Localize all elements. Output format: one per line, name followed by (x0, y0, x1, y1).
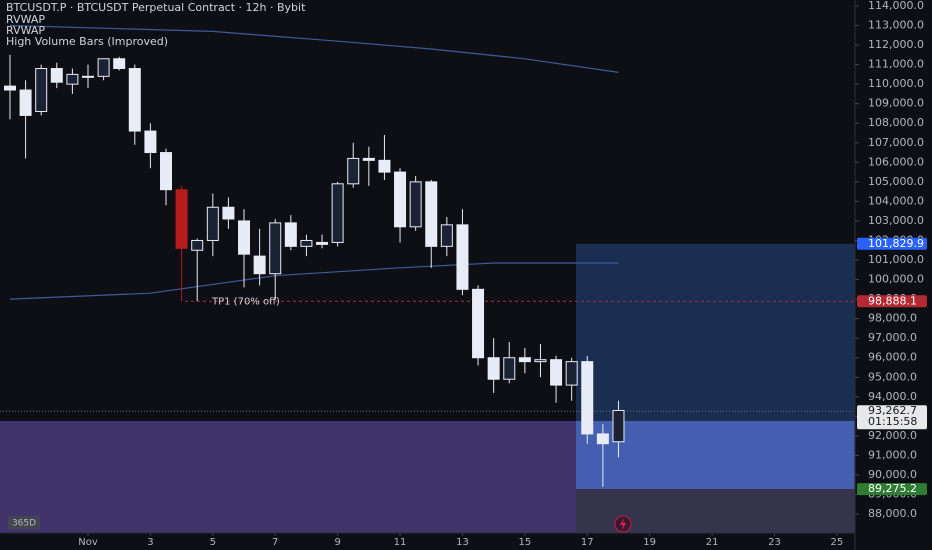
x-tick-label: 15 (518, 537, 531, 548)
x-tick-label: 11 (394, 537, 407, 548)
y-tick-label: 109,000.0 (868, 97, 924, 110)
x-tick-label: 3 (147, 537, 153, 548)
y-tick-label: 112,000.0 (868, 38, 924, 51)
x-tick-label: 13 (456, 537, 469, 548)
x-tick-label: 19 (643, 537, 656, 548)
candle-body (394, 171, 407, 228)
x-tick-label: 23 (768, 537, 781, 548)
candle-body (206, 206, 219, 241)
rvwap-line (9, 262, 619, 300)
candle-body (222, 206, 235, 220)
level-label-bg (857, 295, 927, 308)
x-tick-label: 9 (334, 537, 340, 548)
candle-body (238, 220, 251, 255)
purple-zone (0, 421, 576, 533)
candle-body (550, 359, 563, 386)
y-tick-label: 110,000.0 (868, 77, 924, 90)
indicator-label: RVWAP (6, 24, 45, 37)
candle-body (347, 157, 360, 185)
level-label: 101,829.9 (868, 237, 924, 250)
rvwap-line (9, 24, 619, 73)
candle-body (456, 224, 469, 290)
y-tick-label: 114,000.0 (868, 0, 924, 12)
candle-body (144, 130, 157, 154)
level-label-bg (857, 483, 927, 496)
x-tick-label: 21 (706, 537, 719, 548)
candle-body (175, 189, 188, 249)
countdown: 01:15:58 (868, 415, 917, 428)
candle-body (160, 152, 173, 191)
range-badge[interactable]: 365D (12, 519, 36, 529)
candle-body (534, 359, 547, 363)
y-tick-label: 103,000.0 (868, 214, 924, 227)
candle-body (66, 73, 79, 85)
level-label-bg (857, 237, 927, 250)
candle-body (518, 357, 531, 363)
alert-bolt (620, 518, 626, 530)
y-tick-label: 96,000.0 (868, 351, 917, 364)
candle-body (253, 255, 266, 275)
level-label: 98,888.1 (868, 294, 917, 307)
price-scale (855, 0, 932, 550)
candle-body (113, 58, 126, 70)
candle-body (128, 68, 141, 132)
y-tick-label: 105,000.0 (868, 175, 924, 188)
x-tick-label: 5 (210, 537, 216, 548)
level-label: 89,275.2 (868, 482, 917, 495)
candle-body (472, 288, 485, 359)
candle-body (81, 75, 94, 78)
candle-body (331, 183, 344, 243)
y-tick-label: 92,000.0 (868, 429, 917, 442)
candle-body (378, 159, 391, 173)
candle-body (565, 361, 578, 386)
stop-zone (576, 243, 855, 421)
level-label: 93,262.7 (868, 404, 917, 417)
candle-body (3, 85, 16, 91)
candle-body (596, 433, 609, 445)
candle-body (316, 241, 329, 245)
candle-body (581, 361, 594, 435)
y-tick-label: 95,000.0 (868, 370, 917, 383)
candle-body (50, 68, 63, 83)
candle-body (487, 357, 500, 380)
candle-body (35, 68, 48, 113)
y-tick-label: 104,000.0 (868, 194, 924, 207)
candle-body (19, 89, 32, 116)
y-tick-label: 94,000.0 (868, 390, 917, 403)
candle-body (440, 224, 453, 247)
y-tick-label: 90,000.0 (868, 468, 917, 481)
y-tick-label: 108,000.0 (868, 116, 924, 129)
y-tick-label: 113,000.0 (868, 19, 924, 32)
candle-body (269, 222, 282, 275)
y-tick-label: 98,000.0 (868, 312, 917, 325)
chart-title: BTCUSDT.P · BTCUSDT Perpetual Contract ·… (6, 1, 306, 14)
candle-body (284, 222, 297, 247)
candle-body (362, 157, 375, 161)
y-tick-label: 88,000.0 (868, 507, 917, 520)
x-tick-label: 7 (272, 537, 278, 548)
candle-body (503, 357, 516, 380)
candle-body (191, 239, 204, 251)
y-tick-label: 106,000.0 (868, 155, 924, 168)
y-tick-label: 107,000.0 (868, 136, 924, 149)
candle-body (300, 239, 313, 247)
range-badge-bg[interactable] (8, 516, 40, 529)
x-tick-label: Nov (78, 537, 98, 548)
candle-body (409, 181, 422, 228)
candle-body (425, 181, 438, 247)
annotation: TP1 (70% off) (211, 296, 280, 307)
y-tick-label: 101,000.0 (868, 253, 924, 266)
indicator-label: RVWAP (6, 13, 45, 26)
y-tick-label: 111,000.0 (868, 58, 924, 71)
candle-body (612, 409, 625, 443)
indicator-label: High Volume Bars (Improved) (6, 35, 168, 48)
x-tick-label: 17 (581, 537, 594, 548)
x-tick-label: 25 (831, 537, 844, 548)
level-label-bg (857, 405, 927, 430)
y-tick-label: 91,000.0 (868, 448, 917, 461)
candle-body (97, 58, 110, 77)
y-tick-label: 100,000.0 (868, 273, 924, 286)
y-tick-label: 97,000.0 (868, 331, 917, 344)
